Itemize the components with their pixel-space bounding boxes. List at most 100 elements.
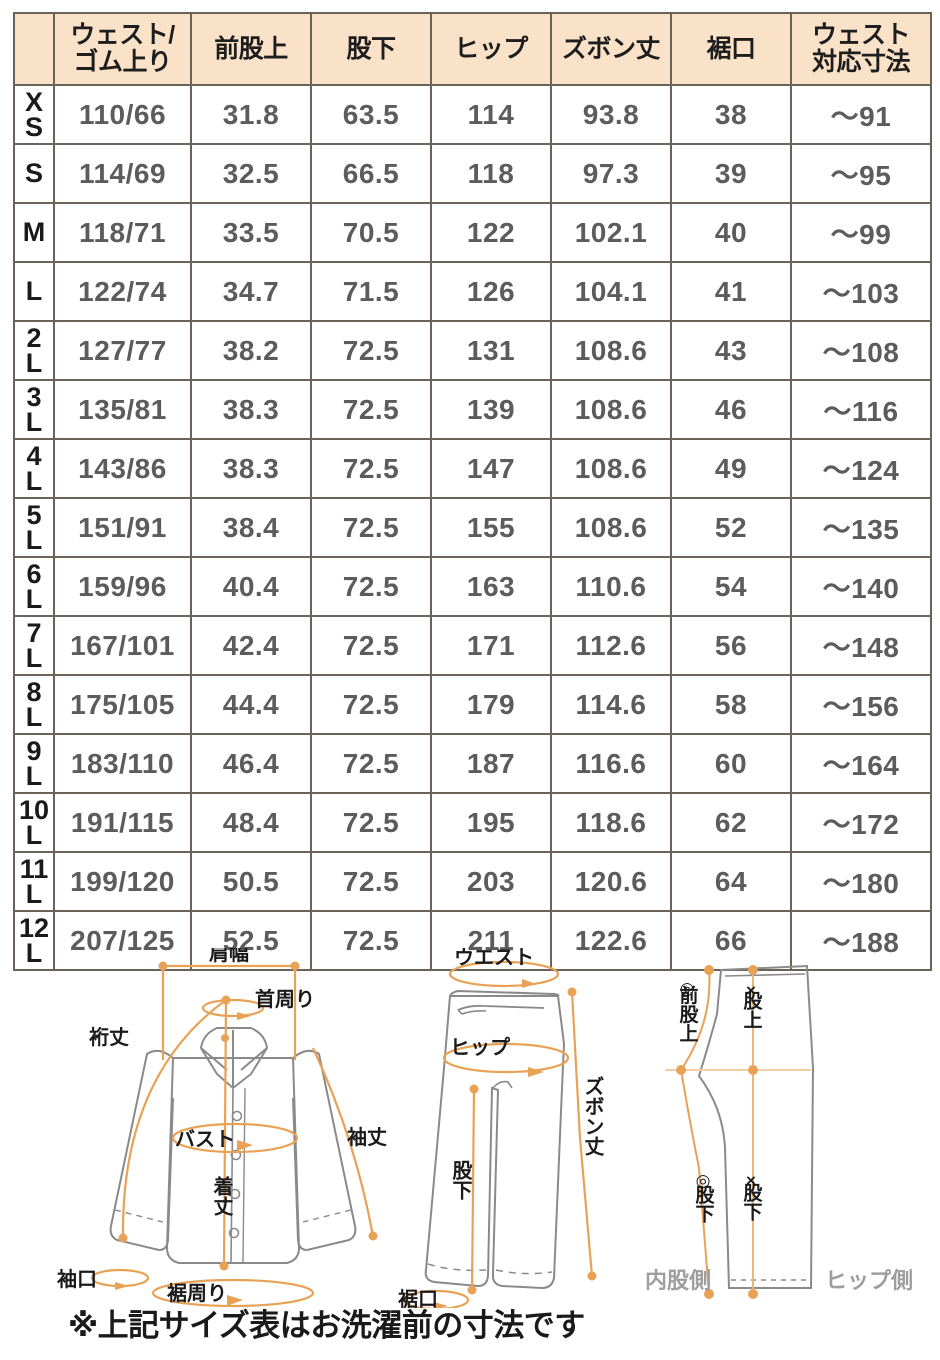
label-shoulder-width: 肩幅 xyxy=(209,948,249,965)
cell-hem: 41 xyxy=(670,261,792,322)
cell-corr: 〜116 xyxy=(790,379,932,440)
cell-waist: 199/120 xyxy=(53,851,192,912)
cell-inseam: 72.5 xyxy=(310,910,432,971)
cell-waist: 175/105 xyxy=(53,674,192,735)
cell-corr: 〜180 xyxy=(790,851,932,912)
label-pants-hip: ヒップ xyxy=(450,1036,511,1059)
cell-corr: 〜164 xyxy=(790,733,932,794)
size-label-top: 10 xyxy=(18,794,50,825)
size-label-bottom: L xyxy=(25,760,43,791)
cell-corr: 〜156 xyxy=(790,674,932,735)
cell-rise: 42.4 xyxy=(190,615,312,676)
cell-rise: 33.5 xyxy=(190,202,312,263)
label-rise-x: 股上 xyxy=(741,991,764,1029)
cell-length: 104.1 xyxy=(550,261,672,322)
table-row: 9 L 183/110 46.4 72.5 187 116.6 60 〜164 xyxy=(13,733,932,794)
label-inner-side: 内股側 xyxy=(645,1268,711,1293)
label-hem-round: 裾周り xyxy=(167,1281,227,1305)
cell-rise: 50.5 xyxy=(190,851,312,912)
cell-corr: 〜108 xyxy=(790,320,932,381)
cell-length: 108.6 xyxy=(550,497,672,558)
table-row: 2 L 127/77 38.2 72.5 131 108.6 43 〜108 xyxy=(13,320,932,381)
cell-waist: 159/96 xyxy=(53,556,192,617)
cell-hem: 66 xyxy=(670,910,792,971)
header-corr-line2: 対応寸法 xyxy=(811,48,911,76)
cell-corr: 〜135 xyxy=(790,497,932,558)
label-bust: バスト xyxy=(175,1128,235,1151)
size-label-top: 12 xyxy=(18,912,50,943)
header-cell-waist: ウェスト/ ゴム上り xyxy=(53,12,192,86)
cell-waist: 127/77 xyxy=(53,320,192,381)
cell-hip: 118 xyxy=(430,143,552,204)
cell-corr: 〜95 xyxy=(790,143,932,204)
cell-corr: 〜124 xyxy=(790,438,932,499)
label-inseam-o: 股下 xyxy=(693,1185,716,1224)
cell-inseam: 70.5 xyxy=(310,202,432,263)
cell-waist: 114/69 xyxy=(53,143,192,204)
header-cell-size xyxy=(13,12,55,86)
table-row: M 118/71 33.5 70.5 122 102.1 40 〜99 xyxy=(13,202,932,263)
cell-hip: 171 xyxy=(430,615,552,676)
size-label-top: X xyxy=(24,86,43,117)
cell-length: 118.6 xyxy=(550,792,672,853)
cell-hip: 195 xyxy=(430,792,552,853)
header-cell-rise: 前股上 xyxy=(190,12,312,86)
cell-inseam: 72.5 xyxy=(310,615,432,676)
cell-corr: 〜148 xyxy=(790,615,932,676)
cell-hip: 139 xyxy=(430,379,552,440)
cell-waist: 143/86 xyxy=(53,438,192,499)
rise-labels: ◎ 前股上 × 股上 ◎ 股下 × 股下 内股側 ヒップ側 xyxy=(645,979,913,1293)
cell-length: 93.8 xyxy=(550,84,672,145)
pants-arrowheads xyxy=(434,979,544,1308)
table-row: 10 L 191/115 48.4 72.5 195 118.6 62 〜172 xyxy=(13,792,932,853)
cell-inseam: 72.5 xyxy=(310,674,432,735)
table-row: 12 L 207/125 52.5 72.5 211 122.6 66 〜188 xyxy=(13,910,932,971)
cell-hem: 60 xyxy=(670,733,792,794)
cell-hem: 64 xyxy=(670,851,792,912)
size-label-top: 11 xyxy=(19,853,49,884)
label-hip-side: ヒップ側 xyxy=(825,1268,913,1293)
cell-waist: 110/66 xyxy=(53,84,192,145)
size-label-top: 6 xyxy=(26,558,42,589)
cell-hip: 126 xyxy=(430,261,552,322)
cell-length: 114.6 xyxy=(550,674,672,735)
jacket-measure-lines xyxy=(90,964,375,1308)
size-label-bottom: L xyxy=(25,819,43,850)
pants-outline xyxy=(424,989,566,1290)
cell-hip: 155 xyxy=(430,497,552,558)
label-yukitake: 裄丈 xyxy=(89,1026,129,1049)
cell-hip: 131 xyxy=(430,320,552,381)
table-row: L 122/74 34.7 71.5 126 104.1 41 〜103 xyxy=(13,261,932,322)
header-waist-line1: ウェスト/ xyxy=(70,21,175,49)
rise-outline xyxy=(697,964,815,1289)
pants-measurement-diagram: ウエスト ヒップ 股下 ズボン丈 裾口 xyxy=(392,948,652,1308)
pants-measure-lines xyxy=(402,960,594,1308)
size-table-container: ウェスト/ ゴム上り 前股上 股下 ヒップ ズボン丈 裾口 ウェスト 対応寸法 … xyxy=(13,12,932,971)
cell-hem: 39 xyxy=(670,143,792,204)
size-label-top: 5 xyxy=(26,499,42,530)
cell-waist: 183/110 xyxy=(53,733,192,794)
cell-hem: 62 xyxy=(670,792,792,853)
size-label-cell: S xyxy=(13,143,55,204)
cell-rise: 32.5 xyxy=(190,143,312,204)
cell-inseam: 72.5 xyxy=(310,851,432,912)
cell-length: 102.1 xyxy=(550,202,672,263)
header-row: ウェスト/ ゴム上り 前股上 股下 ヒップ ズボン丈 裾口 ウェスト 対応寸法 xyxy=(13,12,932,86)
size-label-bottom: L xyxy=(25,465,43,496)
label-pants-hem-opening: 裾口 xyxy=(398,1287,438,1308)
cell-inseam: 72.5 xyxy=(310,497,432,558)
table-row: X S 110/66 31.8 63.5 114 93.8 38 〜91 xyxy=(13,84,932,145)
cell-hem: 46 xyxy=(670,379,792,440)
cell-corr: 〜188 xyxy=(790,910,932,971)
jacket-arrowheads xyxy=(115,1012,253,1306)
size-label-bottom: L xyxy=(25,583,43,614)
table-body: X S 110/66 31.8 63.5 114 93.8 38 〜91 S 114/69 32.5 6… xyxy=(13,84,932,971)
size-label-bottom: L xyxy=(25,701,43,732)
label-sleeve-length: 袖丈 xyxy=(346,1126,387,1149)
cell-waist: 118/71 xyxy=(53,202,192,263)
